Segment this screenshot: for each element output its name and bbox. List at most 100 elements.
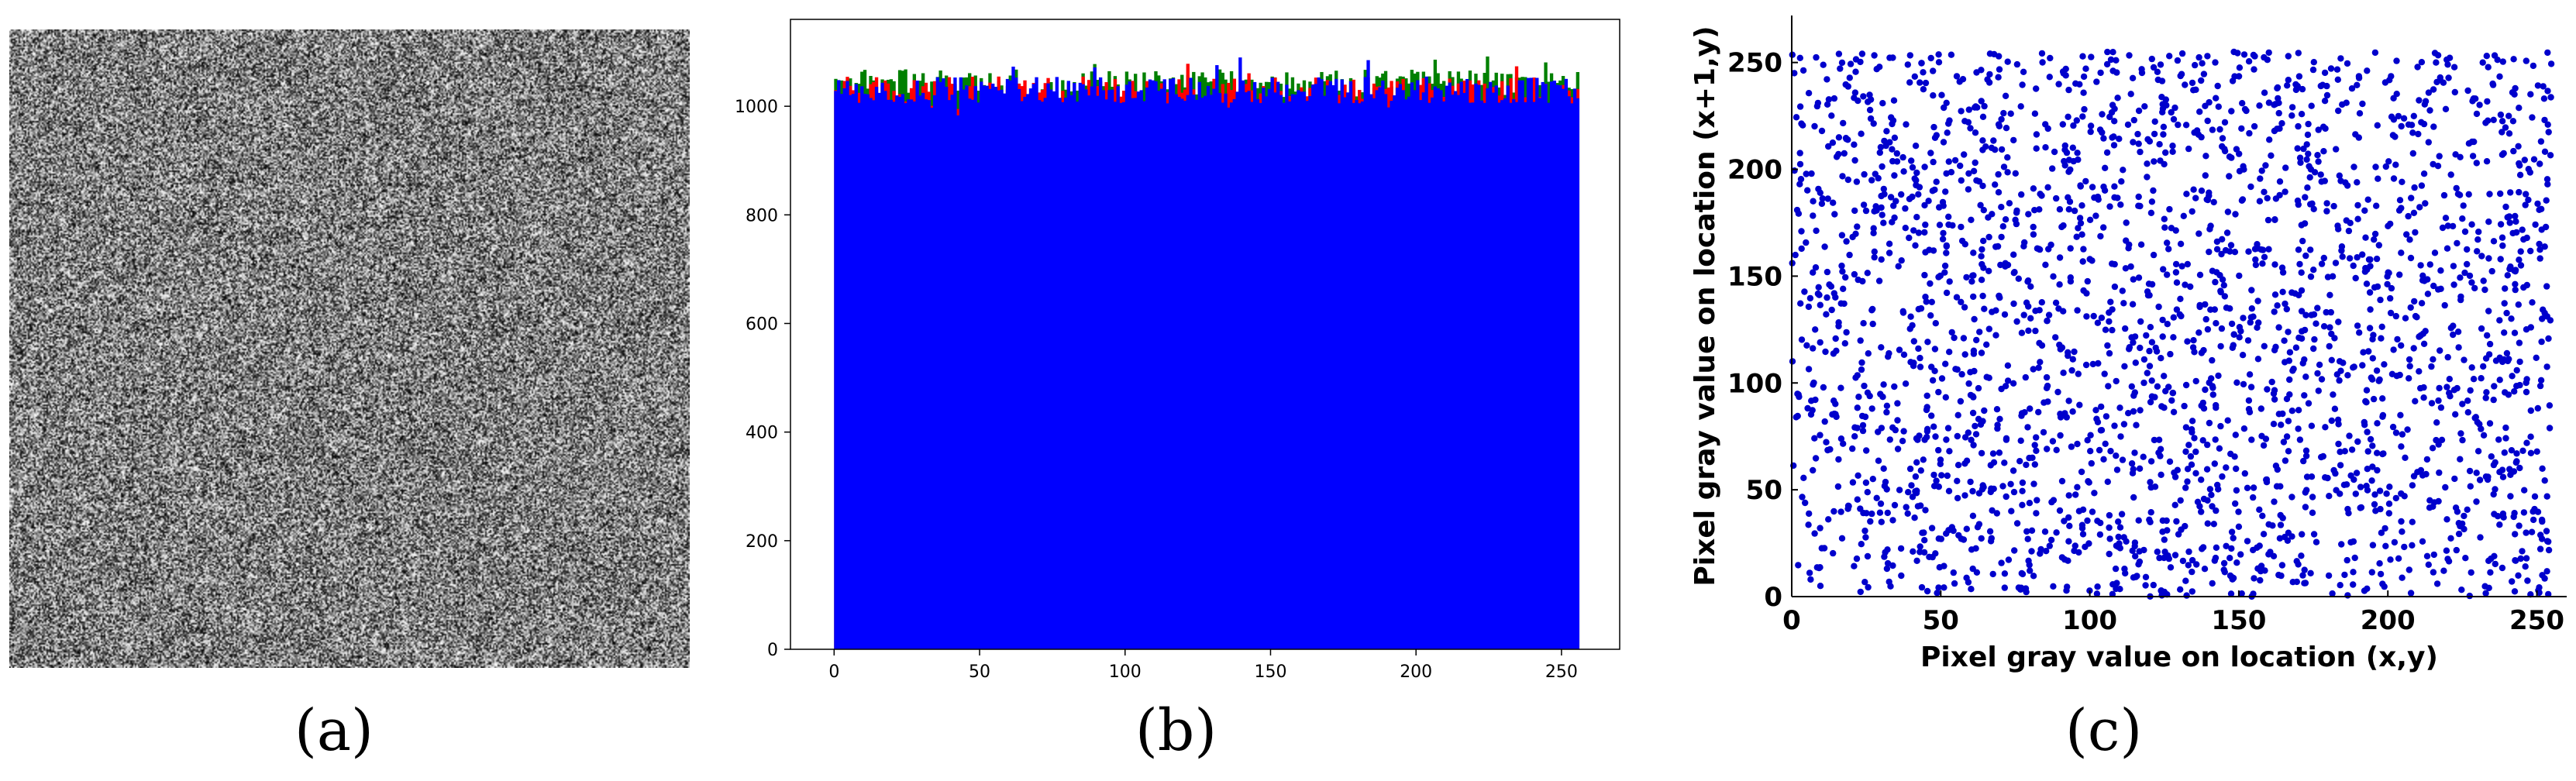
histogram-bar xyxy=(1255,98,1260,649)
scatter-point xyxy=(1946,117,1953,124)
scatter-point xyxy=(2398,443,2405,450)
scatter-point xyxy=(1917,79,1923,86)
scatter-point xyxy=(2065,514,2072,521)
scatter-point xyxy=(2140,356,2148,363)
scatter-point xyxy=(2276,535,2284,542)
scatter-point xyxy=(1968,216,1975,223)
scatter-point xyxy=(1835,134,1843,141)
scatter-point xyxy=(2157,61,2164,68)
scatter-point xyxy=(1796,160,1804,168)
histogram-bar xyxy=(1477,84,1481,649)
scatter-point xyxy=(2474,236,2481,243)
histogram-bar xyxy=(1148,79,1152,649)
histogram-bar xyxy=(988,88,992,650)
scatter-point xyxy=(2039,59,2046,66)
scatter-point xyxy=(2204,325,2212,333)
scatter-point xyxy=(2212,554,2220,562)
scatter-point xyxy=(2102,440,2109,447)
scatter-point xyxy=(2053,446,2060,453)
scatter-point xyxy=(2527,324,2534,331)
scatter-point xyxy=(2182,522,2189,530)
scatter-point xyxy=(2483,389,2490,396)
scatter-point xyxy=(2511,329,2519,336)
scatter-point xyxy=(2044,184,2051,191)
histogram-bar xyxy=(1468,102,1472,650)
scatter-point xyxy=(2516,105,2523,112)
scatter-point xyxy=(2297,159,2304,167)
scatter-point xyxy=(2344,556,2350,564)
scatter-point xyxy=(2113,377,2120,385)
scatter-point xyxy=(2146,138,2154,145)
histogram-bar xyxy=(1328,81,1332,649)
histogram-bar xyxy=(1427,102,1431,649)
scatter-point xyxy=(1863,510,1870,517)
scatter-point xyxy=(2237,551,2244,558)
scatter-point xyxy=(2198,77,2205,84)
scatter-point xyxy=(2457,274,2464,281)
scatter-point xyxy=(2335,318,2342,325)
scatter-point xyxy=(2079,531,2087,538)
histogram-bar xyxy=(886,99,890,649)
histogram-bar xyxy=(1224,93,1228,649)
scatter-point xyxy=(2313,320,2319,327)
scatter-point xyxy=(1967,125,1974,132)
scatter-point xyxy=(2478,425,2485,432)
scatter-point xyxy=(1944,472,1951,480)
scatter-point xyxy=(2306,174,2313,181)
scatter-point xyxy=(2189,556,2196,564)
histogram-bar xyxy=(1116,86,1120,649)
scatter-point xyxy=(2327,65,2335,72)
scatter-point xyxy=(1908,482,1915,489)
scatter-point xyxy=(2429,445,2437,452)
histogram-bar xyxy=(1232,98,1237,649)
scatter-point xyxy=(2449,222,2457,230)
scatter-point xyxy=(2027,567,2034,574)
scatter-point xyxy=(2038,50,2046,57)
scatter-point xyxy=(2476,101,2483,108)
scatter-point xyxy=(2263,479,2271,486)
scatter-point xyxy=(2112,565,2120,573)
scatter-point xyxy=(2378,335,2385,342)
scatter-point xyxy=(2125,410,2132,417)
scatter-point xyxy=(2443,516,2450,523)
scatter-point xyxy=(1896,487,1903,494)
scatter-point xyxy=(2457,293,2464,301)
scatter-point xyxy=(1810,212,1817,219)
scatter-point xyxy=(2082,177,2089,185)
scatter-point xyxy=(2385,510,2392,517)
scatter-point xyxy=(2028,548,2035,555)
scatter-point xyxy=(2004,377,2012,384)
scatter-point xyxy=(2200,71,2208,77)
scatter-point xyxy=(1906,234,1913,242)
scatter-point xyxy=(2310,59,2317,66)
scatter-point xyxy=(2489,81,2497,88)
scatter-point xyxy=(2326,324,2333,331)
scatter-point xyxy=(2151,436,2158,444)
scatter-point xyxy=(1912,242,1919,249)
scatter-point xyxy=(2323,308,2330,316)
scatter-point xyxy=(2275,109,2282,117)
scatter-point xyxy=(2086,216,2094,223)
scatter-point xyxy=(2044,125,2051,132)
scatter-point xyxy=(2373,255,2381,263)
scatter-point xyxy=(1878,256,1885,263)
scatter-point xyxy=(2113,452,2120,459)
histogram-bar xyxy=(1302,91,1307,649)
scatter-point xyxy=(1984,76,1991,83)
scatter-point xyxy=(2250,546,2257,554)
scatter-point xyxy=(2015,275,2022,282)
scatter-point xyxy=(1825,143,1832,150)
scatter-point xyxy=(2315,158,2322,165)
scatter-point xyxy=(2003,125,2010,132)
scatter-point xyxy=(2137,407,2144,414)
scatter-point xyxy=(1818,545,1825,552)
scatter-point xyxy=(2128,383,2135,390)
scatter-point xyxy=(2430,86,2437,93)
scatter-point xyxy=(2025,211,2032,218)
scatter-point xyxy=(2067,278,2075,285)
scatter-point xyxy=(2109,101,2116,108)
scatter-point xyxy=(2264,216,2272,224)
scatter-point xyxy=(2060,222,2067,229)
scatter-point xyxy=(2213,507,2220,514)
scatter-point xyxy=(2109,326,2116,334)
